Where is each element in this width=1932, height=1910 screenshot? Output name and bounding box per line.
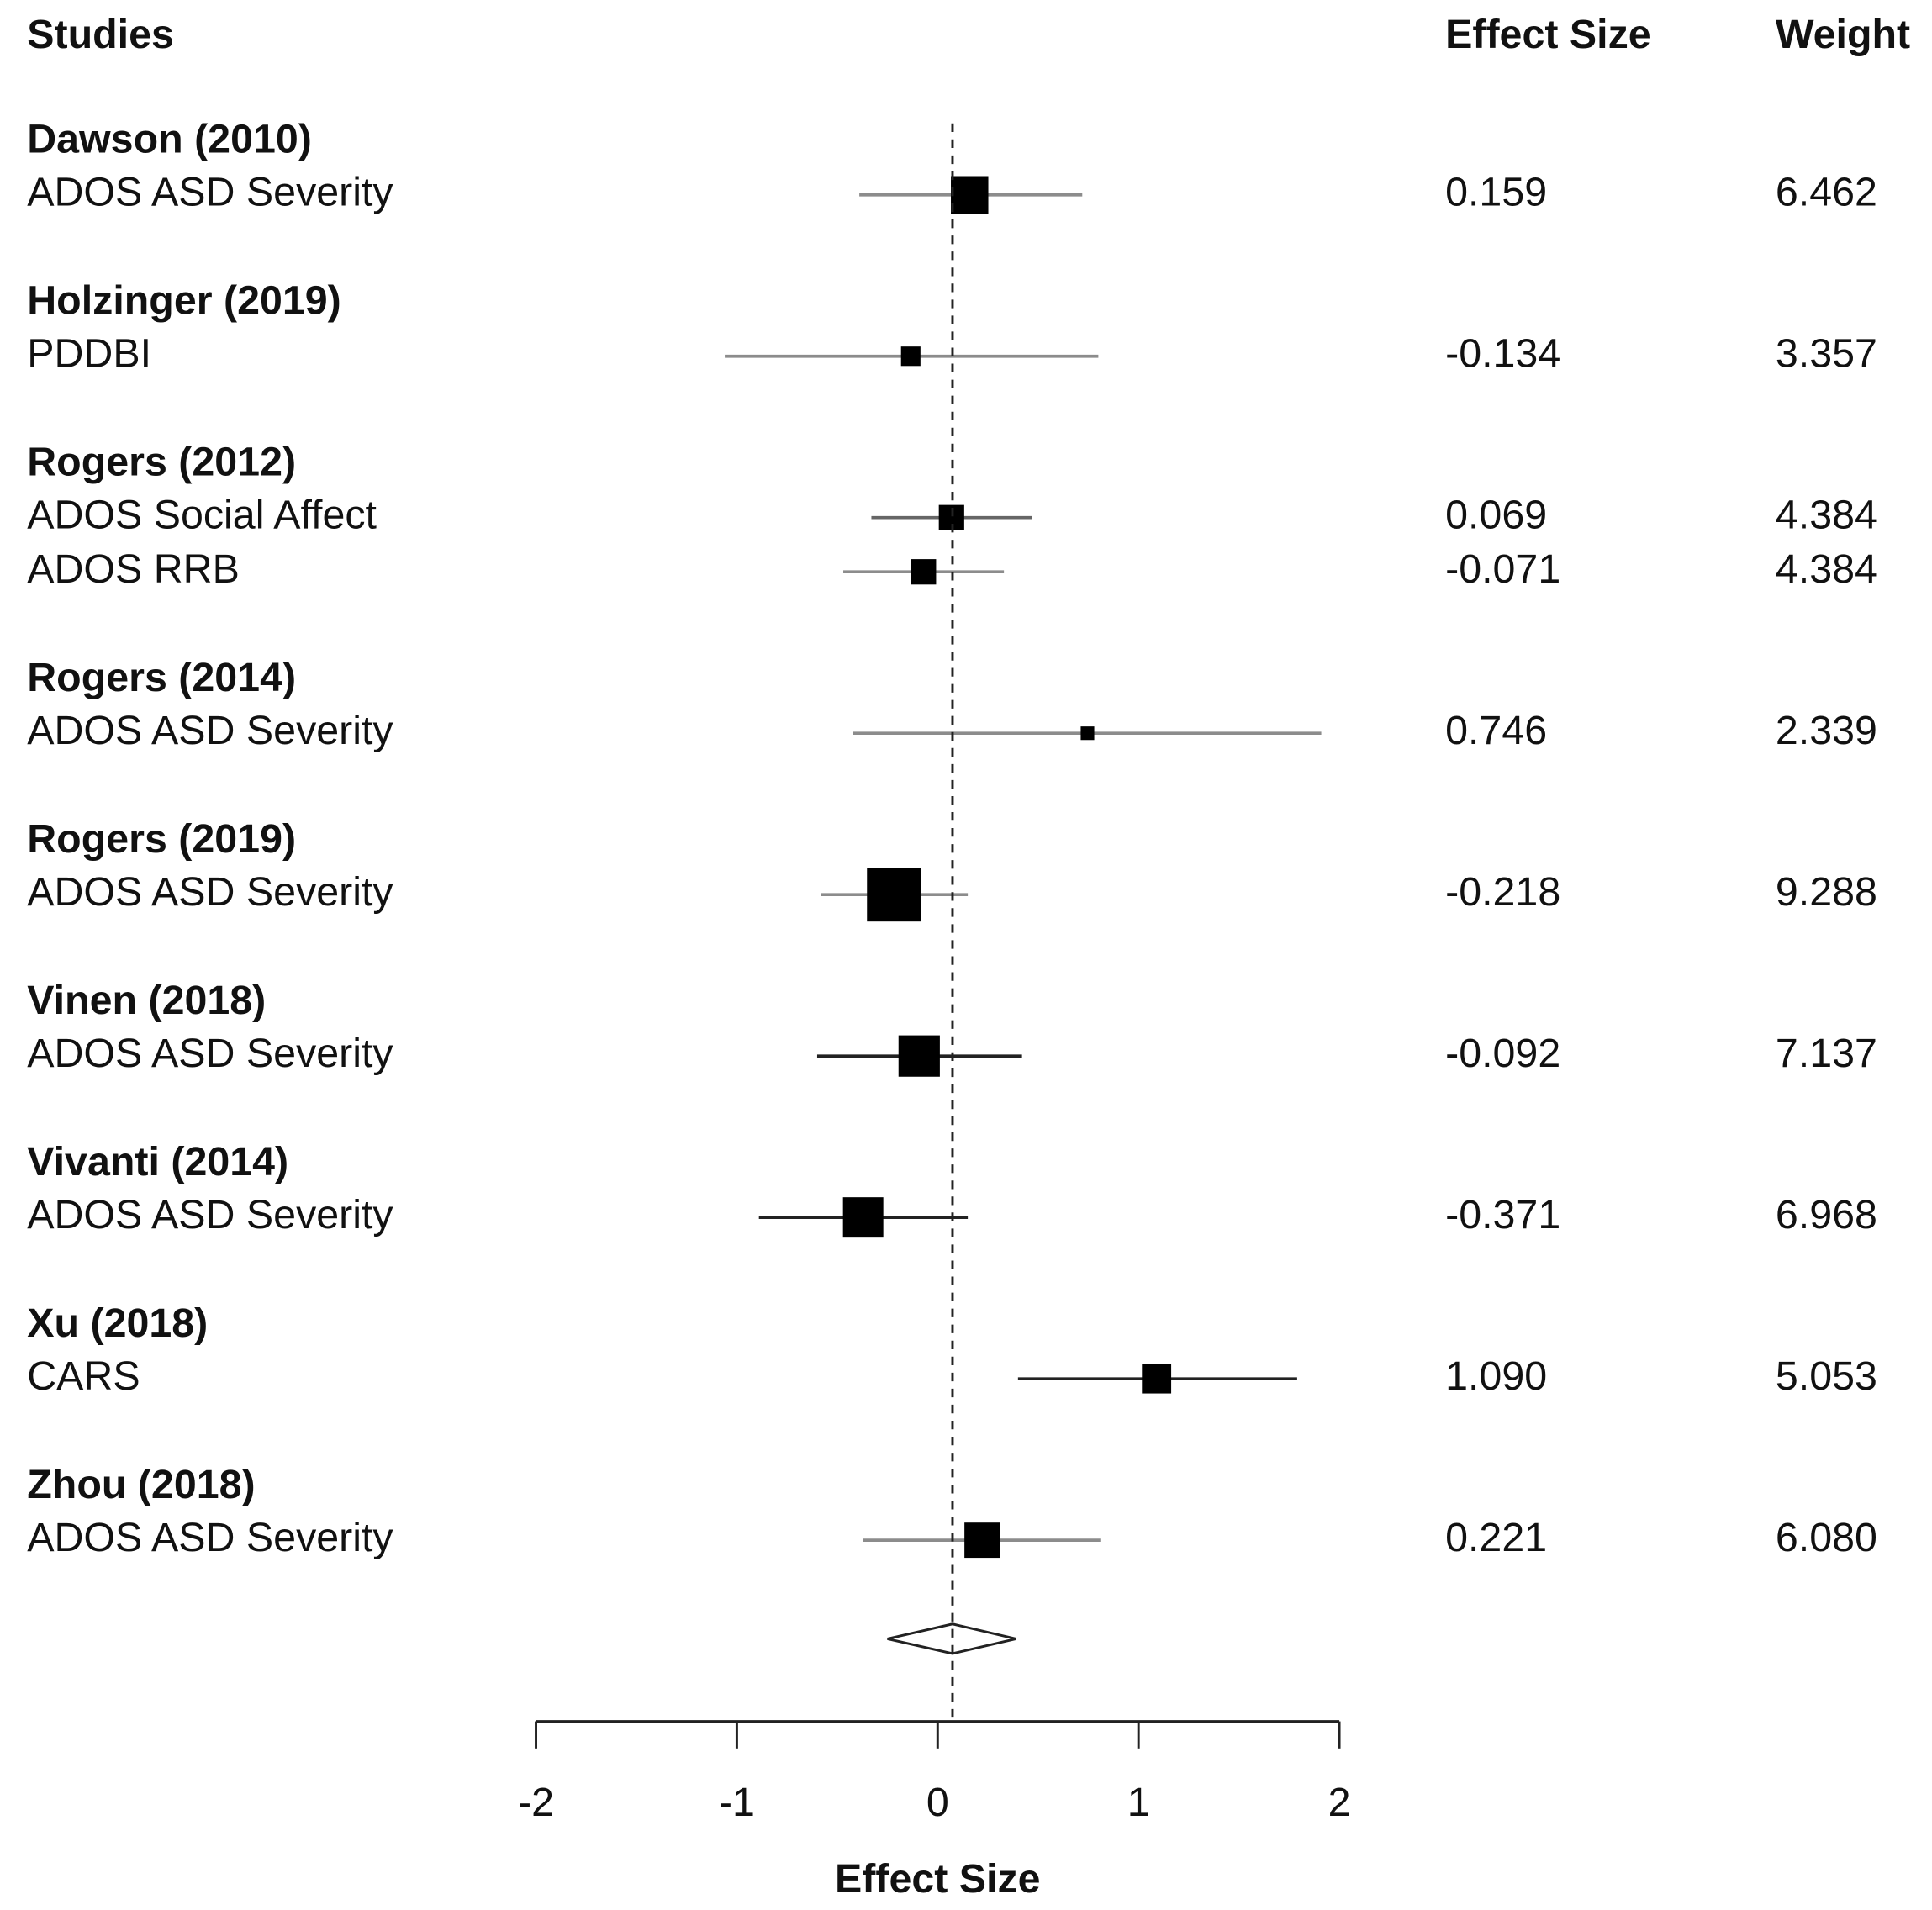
- effect-square: [867, 868, 921, 922]
- effect-square: [1142, 1364, 1172, 1394]
- effect-size: -0.134: [1445, 331, 1560, 377]
- study-name: Rogers (2014): [27, 655, 296, 700]
- weight: 6.080: [1776, 1515, 1877, 1560]
- outcome-name: ADOS ASD Severity: [27, 1192, 393, 1237]
- effect-size: 0.746: [1445, 708, 1547, 753]
- study-name: Rogers (2012): [27, 439, 296, 484]
- outcome-name: PDDBI: [27, 331, 151, 377]
- weight: 7.137: [1776, 1031, 1877, 1076]
- x-tick-label: 0: [926, 1780, 949, 1825]
- effect-square: [951, 176, 989, 214]
- study-name: Rogers (2019): [27, 816, 296, 862]
- effect-size: 0.069: [1445, 493, 1547, 538]
- outcome-name: ADOS RRB: [27, 546, 240, 592]
- outcome-name: ADOS Social Affect: [27, 493, 377, 538]
- effect-size: 0.221: [1445, 1515, 1547, 1560]
- weight: 9.288: [1776, 869, 1877, 915]
- effect-size: 1.090: [1445, 1353, 1547, 1399]
- effect-size: -0.092: [1445, 1031, 1560, 1076]
- outcome-name: ADOS ASD Severity: [27, 1515, 393, 1560]
- study-name: Holzinger (2019): [27, 277, 341, 323]
- effect-size: -0.071: [1445, 546, 1560, 592]
- x-tick-label: 1: [1127, 1780, 1150, 1825]
- column-header: Effect Size: [1445, 12, 1651, 57]
- weight: 6.968: [1776, 1192, 1877, 1237]
- effect-size: -0.371: [1445, 1192, 1560, 1237]
- column-header: Studies: [27, 12, 174, 57]
- weight: 5.053: [1776, 1353, 1877, 1399]
- outcome-name: ADOS ASD Severity: [27, 869, 393, 915]
- x-axis-label: Effect Size: [835, 1856, 1041, 1902]
- weight: 2.339: [1776, 708, 1877, 753]
- effect-size: -0.218: [1445, 869, 1560, 915]
- study-name: Vinen (2018): [27, 978, 266, 1023]
- outcome-name: ADOS ASD Severity: [27, 1031, 393, 1076]
- effect-square: [842, 1197, 884, 1238]
- effect-square: [964, 1522, 1000, 1559]
- outcome-name: CARS: [27, 1353, 140, 1399]
- effect-size: 0.159: [1445, 170, 1547, 215]
- outcome-name: ADOS ASD Severity: [27, 170, 393, 215]
- weight: 3.357: [1776, 331, 1877, 377]
- effect-square: [911, 559, 937, 585]
- x-tick-label: 2: [1328, 1780, 1351, 1825]
- study-name: Vivanti (2014): [27, 1139, 288, 1185]
- x-tick-label: -1: [719, 1780, 755, 1825]
- weight: 4.384: [1776, 546, 1877, 592]
- effect-square: [898, 1035, 940, 1077]
- study-name: Dawson (2010): [27, 117, 312, 162]
- study-name: Xu (2018): [27, 1301, 208, 1346]
- effect-square: [900, 346, 921, 367]
- study-name: Zhou (2018): [27, 1462, 255, 1507]
- outcome-name: ADOS ASD Severity: [27, 708, 393, 753]
- summary-diamond: [887, 1622, 1016, 1655]
- effect-square: [1080, 726, 1095, 741]
- weight: 4.384: [1776, 493, 1877, 538]
- column-header: Weight: [1776, 12, 1910, 57]
- x-tick-label: -2: [518, 1780, 554, 1825]
- weight: 6.462: [1776, 170, 1877, 215]
